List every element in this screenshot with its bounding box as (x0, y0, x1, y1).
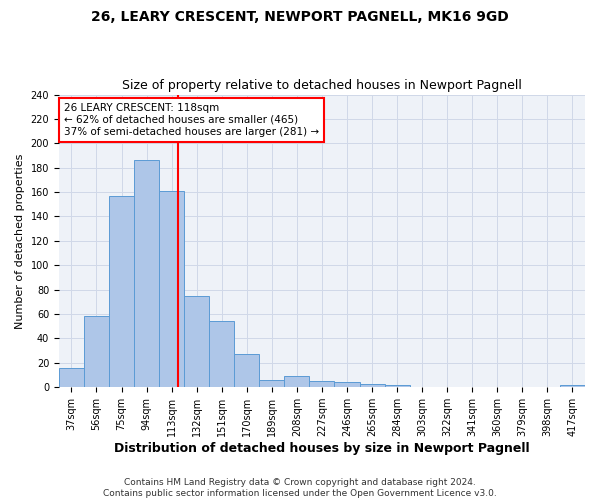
X-axis label: Distribution of detached houses by size in Newport Pagnell: Distribution of detached houses by size … (114, 442, 530, 455)
Bar (59, 368, 84, 387)
Bar (259, 380, 284, 387)
Bar (359, 384, 385, 387)
Text: 26 LEARY CRESCENT: 118sqm
← 62% of detached houses are smaller (465)
37% of semi: 26 LEARY CRESCENT: 118sqm ← 62% of detac… (64, 104, 319, 136)
Bar (84, 316, 109, 387)
Title: Size of property relative to detached houses in Newport Pagnell: Size of property relative to detached ho… (122, 79, 522, 92)
Bar (334, 382, 359, 387)
Bar (109, 196, 134, 387)
Bar (284, 376, 310, 387)
Text: 26, LEARY CRESCENT, NEWPORT PAGNELL, MK16 9GD: 26, LEARY CRESCENT, NEWPORT PAGNELL, MK1… (91, 10, 509, 24)
Bar (385, 385, 410, 387)
Bar (560, 385, 585, 387)
Bar (209, 322, 234, 387)
Bar (159, 191, 184, 387)
Bar (234, 354, 259, 387)
Y-axis label: Number of detached properties: Number of detached properties (15, 153, 25, 328)
Text: Contains HM Land Registry data © Crown copyright and database right 2024.
Contai: Contains HM Land Registry data © Crown c… (103, 478, 497, 498)
Bar (134, 160, 159, 387)
Bar (184, 296, 209, 387)
Bar (310, 381, 334, 387)
